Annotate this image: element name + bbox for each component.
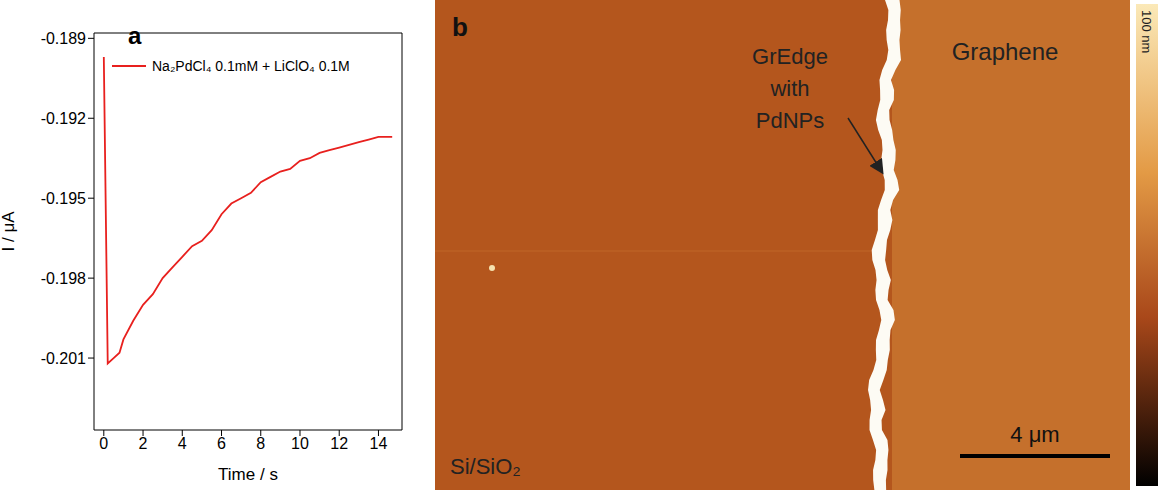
svg-text:-0.192: -0.192 (41, 110, 86, 127)
svg-text:b: b (452, 12, 468, 42)
svg-text:6: 6 (217, 435, 226, 452)
svg-text:-0.189: -0.189 (41, 30, 86, 47)
svg-text:2: 2 (139, 435, 148, 452)
svg-text:Graphene: Graphene (952, 38, 1059, 65)
svg-text:8: 8 (256, 435, 265, 452)
svg-text:Si/SiO₂: Si/SiO₂ (450, 454, 521, 479)
svg-text:I / μA: I / μA (0, 211, 18, 252)
svg-text:0: 0 (99, 435, 108, 452)
svg-text:Time / s: Time / s (218, 465, 278, 484)
svg-text:a: a (128, 22, 142, 49)
html-text:Na₂PdCl₄ 0.1mM + LiClO₄ 0.1M: Na₂PdCl₄ 0.1mM + LiClO₄ 0.1M (152, 58, 350, 74)
svg-text:-0.195: -0.195 (41, 190, 86, 207)
svg-text:GrEdgewithPdNPs: GrEdgewithPdNPs (752, 44, 828, 133)
svg-text:100 nm: 100 nm (1139, 10, 1154, 53)
svg-text:14: 14 (370, 435, 388, 452)
svg-text:10: 10 (291, 435, 309, 452)
svg-text:4 μm: 4 μm (1010, 422, 1059, 447)
svg-text:-0.201: -0.201 (41, 350, 86, 367)
svg-text:12: 12 (330, 435, 348, 452)
svg-text:4: 4 (178, 435, 187, 452)
svg-text:-0.198: -0.198 (41, 270, 86, 287)
